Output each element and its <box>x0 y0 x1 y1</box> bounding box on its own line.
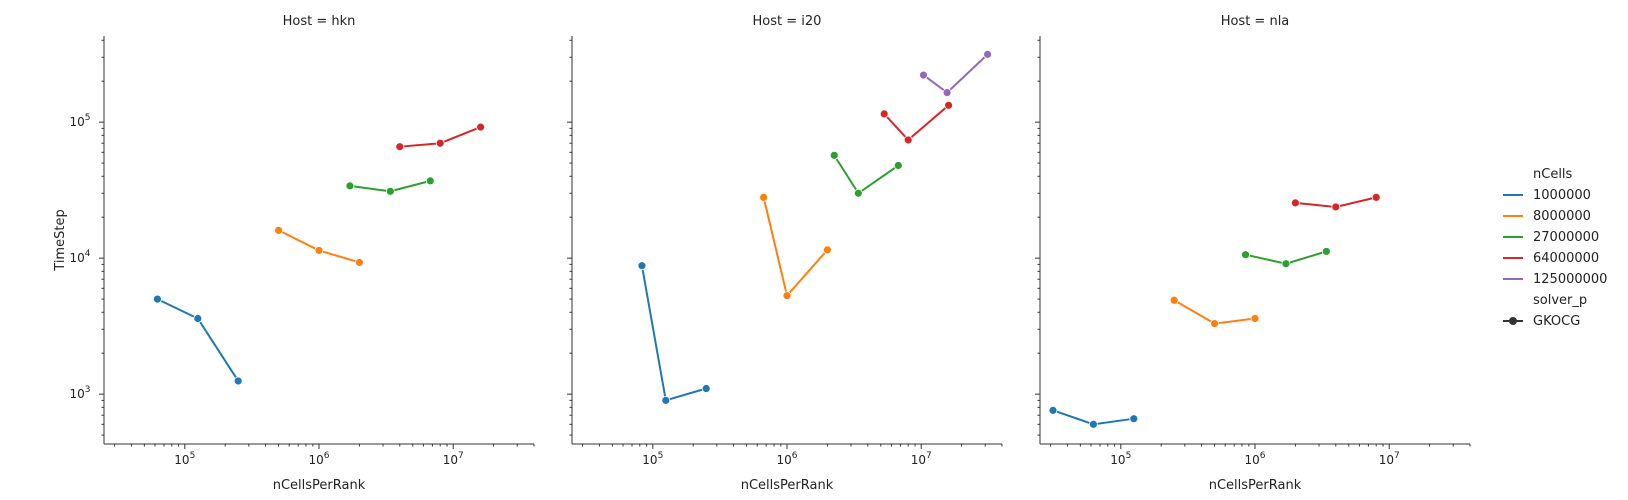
x-tick-label: 105 <box>642 451 663 467</box>
legend-label: GKOCG <box>1533 314 1580 329</box>
legend-label: 8000000 <box>1533 209 1591 224</box>
data-point <box>942 88 952 97</box>
data-point <box>233 376 243 386</box>
data-point <box>919 70 928 80</box>
data-point <box>1048 405 1058 415</box>
data-point <box>354 258 364 267</box>
data-point <box>1331 202 1341 212</box>
data-point <box>153 294 162 304</box>
facet-title: Host = hkn <box>283 14 356 29</box>
data-point <box>1129 414 1139 424</box>
series-line <box>156 298 240 382</box>
data-point <box>893 161 903 170</box>
y-tick-label: 105 <box>69 113 90 129</box>
data-point <box>395 142 405 152</box>
legend-item: 8000000 <box>1503 209 1591 224</box>
series-27000000 <box>829 150 903 198</box>
legend-label: 64000000 <box>1533 251 1599 266</box>
data-point <box>274 225 284 235</box>
x-axis-label: nCellsPerRank <box>273 478 366 493</box>
x-tick-label: 106 <box>308 451 329 467</box>
data-point <box>903 135 913 145</box>
data-point <box>1290 198 1300 208</box>
legend-style-item: GKOCG <box>1503 314 1580 329</box>
legend-label: 1000000 <box>1533 188 1591 203</box>
series-line <box>833 154 899 195</box>
data-point <box>1169 295 1179 305</box>
series-line <box>883 104 950 142</box>
facet-panel-1: 105 106 107 103 104 105 Host = hkn nCellsPerRan… <box>53 14 535 493</box>
data-point <box>1371 192 1381 202</box>
x-tick-label: 106 <box>776 451 797 467</box>
x-tick-label: 106 <box>1244 451 1265 467</box>
series-line <box>640 265 707 402</box>
legend-title: nCells <box>1533 167 1573 182</box>
data-point <box>435 138 445 148</box>
data-point <box>1321 247 1331 256</box>
data-point <box>1281 259 1291 269</box>
data-point <box>822 245 832 255</box>
facet-title: Host = i20 <box>753 14 822 29</box>
data-point <box>1089 419 1098 429</box>
data-point <box>759 192 769 202</box>
data-point <box>701 384 711 393</box>
series-125000000 <box>919 49 993 97</box>
series-64000000 <box>1290 192 1381 212</box>
x-tick-label: 107 <box>443 451 464 467</box>
data-point <box>879 109 889 119</box>
series-64000000 <box>879 100 953 145</box>
data-point <box>944 100 953 110</box>
x-tick-label: 105 <box>174 451 195 467</box>
data-point <box>314 246 324 255</box>
data-point <box>1250 314 1260 323</box>
data-point <box>853 188 863 198</box>
series-8000000 <box>274 225 364 267</box>
data-point <box>829 150 839 160</box>
data-point <box>782 291 792 301</box>
facet-panel-3: 105 106 107 Host = nla nCellsPerRank <box>1035 14 1471 493</box>
y-tick-label: 103 <box>69 385 90 401</box>
series-8000000 <box>1169 295 1260 329</box>
series-1000000 <box>153 294 243 386</box>
legend-item: 125000000 <box>1503 272 1607 287</box>
data-point <box>1210 319 1220 329</box>
facet-title: Host = nla <box>1221 14 1290 29</box>
legend-item: 64000000 <box>1503 251 1599 266</box>
series-27000000 <box>345 176 435 196</box>
x-axis-label: nCellsPerRank <box>741 478 834 493</box>
data-point <box>425 176 435 186</box>
series-line <box>922 53 989 94</box>
legend-style-title: solver_p <box>1533 293 1587 308</box>
data-point <box>476 122 485 132</box>
legend-item: 27000000 <box>1503 230 1599 245</box>
x-tick-label: 107 <box>911 451 932 467</box>
legend-style-marker <box>1509 317 1517 325</box>
x-axis-label: nCellsPerRank <box>1209 478 1302 493</box>
legend: nCells 1000000 8000000 27000000 64000000 1250… <box>1503 167 1607 329</box>
data-point <box>345 181 355 191</box>
data-point <box>661 395 671 405</box>
data-point <box>193 314 203 323</box>
series-1000000 <box>1048 405 1139 429</box>
series-line <box>762 197 829 298</box>
data-point <box>983 49 993 59</box>
legend-item: 1000000 <box>1503 188 1591 203</box>
x-tick-label: 105 <box>1110 451 1131 467</box>
series-27000000 <box>1241 247 1331 269</box>
facet-panel-2: 105 106 107 Host = i20 nCellsPerRank <box>567 14 1003 493</box>
series-1000000 <box>637 261 711 405</box>
data-point <box>637 261 647 271</box>
series-64000000 <box>395 122 485 152</box>
legend-label: 125000000 <box>1533 272 1607 287</box>
x-tick-label: 107 <box>1379 451 1400 467</box>
y-axis-label: TimeStep <box>53 209 68 271</box>
data-point <box>1241 250 1250 260</box>
y-tick-label: 104 <box>69 249 90 265</box>
series-8000000 <box>759 192 832 301</box>
legend-label: 27000000 <box>1533 230 1599 245</box>
data-point <box>385 186 395 196</box>
